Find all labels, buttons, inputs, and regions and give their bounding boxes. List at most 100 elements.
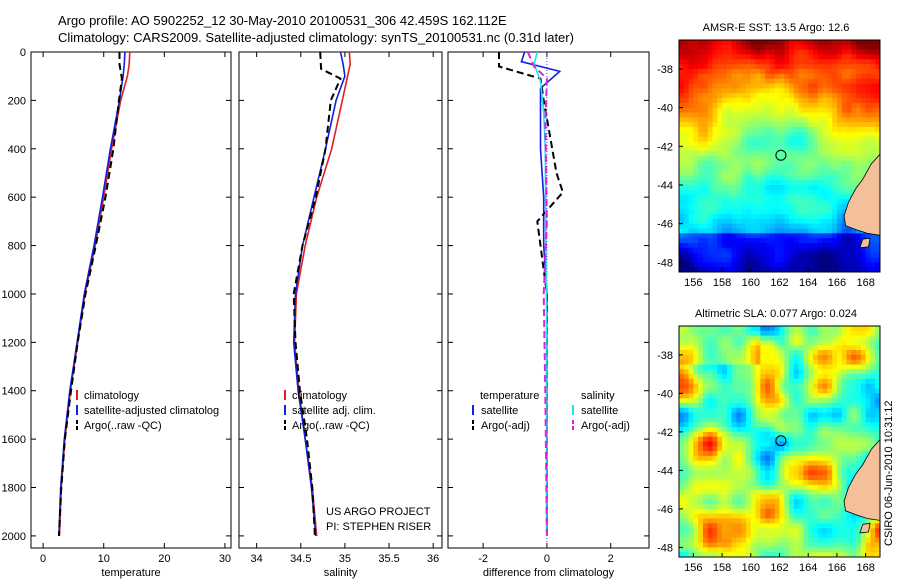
sla-cell: [683, 378, 689, 385]
sst-cell: [784, 40, 790, 46]
sst-cell: [722, 223, 728, 229]
sla-cell: [726, 518, 733, 524]
sla-cell: [693, 354, 699, 361]
sla-cell: [702, 542, 709, 548]
sst-cell: [736, 44, 742, 51]
sst-cell: [779, 151, 785, 157]
sla-field: [679, 326, 880, 557]
sla-cell: [693, 504, 699, 510]
sst-cell: [698, 252, 704, 258]
sla-cell: [851, 412, 857, 418]
sst-cell: [822, 78, 828, 84]
sla-cell: [717, 465, 723, 471]
sla-cell: [765, 480, 771, 486]
sla-cell: [702, 354, 709, 361]
sla-cell: [784, 383, 790, 389]
sla-cell: [836, 465, 843, 471]
sst-cell: [741, 209, 747, 215]
sst-cell: [683, 165, 689, 171]
sla-cell: [779, 326, 785, 332]
sla-cell: [779, 354, 785, 361]
sla-cell: [774, 345, 780, 351]
sla-cell: [702, 393, 709, 399]
sla-cell: [736, 417, 742, 423]
sla-cell: [789, 427, 795, 433]
sst-cell: [832, 78, 838, 84]
sla-cell: [679, 403, 685, 409]
sla-cell: [755, 480, 761, 486]
sst-cell: [688, 189, 694, 196]
sla-cell: [798, 460, 804, 466]
sla-cell: [836, 354, 843, 361]
sst-cell: [808, 156, 814, 162]
sla-cell: [856, 359, 862, 365]
difference-legend-label: Argo(-adj): [481, 420, 530, 432]
sla-cell: [774, 340, 780, 346]
sla-cell: [679, 383, 685, 389]
sla-cell: [755, 417, 761, 423]
sla-cell: [688, 403, 694, 409]
sst-cell: [750, 112, 756, 118]
sst-cell: [707, 214, 713, 220]
sst-cell: [827, 165, 833, 171]
sla-xtick-label: 160: [742, 562, 760, 574]
sst-cell: [779, 136, 785, 142]
sst-cell: [755, 54, 761, 60]
sla-cell: [779, 374, 785, 380]
sst-cell: [693, 49, 699, 55]
sla-cell: [793, 465, 800, 471]
sla-cell: [856, 335, 862, 341]
sla-cell: [769, 547, 776, 553]
sst-cell: [827, 40, 833, 46]
sst-cell: [841, 223, 847, 229]
sst-cell: [736, 209, 742, 215]
sla-cell: [851, 455, 857, 462]
sst-cell: [851, 98, 857, 104]
sst-cell: [765, 64, 771, 70]
sla-cell: [822, 552, 828, 557]
sst-cell: [702, 102, 709, 109]
sla-cell: [741, 537, 747, 543]
sla-cell: [851, 470, 857, 476]
sst-cell: [822, 262, 828, 268]
sla-cell: [817, 427, 823, 433]
sla-cell: [755, 436, 761, 442]
sst-cell: [779, 165, 785, 171]
sla-cell: [836, 451, 843, 457]
sst-cell: [755, 83, 761, 89]
sla-cell: [702, 364, 709, 370]
sla-cell: [827, 427, 833, 433]
sla-cell: [817, 412, 823, 418]
sla-cell: [760, 345, 766, 351]
sst-cell: [779, 117, 785, 123]
sst-cell: [722, 199, 728, 205]
sla-cell: [779, 480, 785, 486]
sst-cell: [851, 160, 857, 167]
sla-cell: [769, 451, 776, 457]
sst-cell: [765, 238, 771, 244]
sst-cell: [793, 141, 800, 147]
sst-cell: [688, 194, 694, 200]
sla-cell: [717, 350, 723, 356]
sla-cell: [736, 436, 742, 442]
sla-cell: [822, 330, 828, 337]
sla-cell: [808, 455, 814, 462]
sla-cell: [693, 374, 699, 380]
sst-cell: [793, 93, 800, 99]
sst-cell: [683, 247, 689, 254]
sla-cell: [679, 523, 685, 529]
sst-cell: [693, 127, 699, 133]
sla-cell: [832, 446, 838, 452]
sla-cell: [741, 427, 747, 433]
sst-cell: [741, 156, 747, 162]
sla-cell: [817, 326, 823, 332]
sst-cell: [774, 127, 780, 133]
sla-cell: [784, 504, 790, 510]
sla-cell: [836, 446, 843, 452]
sst-cell: [789, 204, 795, 210]
sla-cell: [846, 465, 852, 471]
sst-cell: [702, 218, 709, 225]
sla-cell: [860, 412, 867, 418]
sst-cell: [683, 44, 689, 51]
sla-cell: [860, 354, 867, 361]
